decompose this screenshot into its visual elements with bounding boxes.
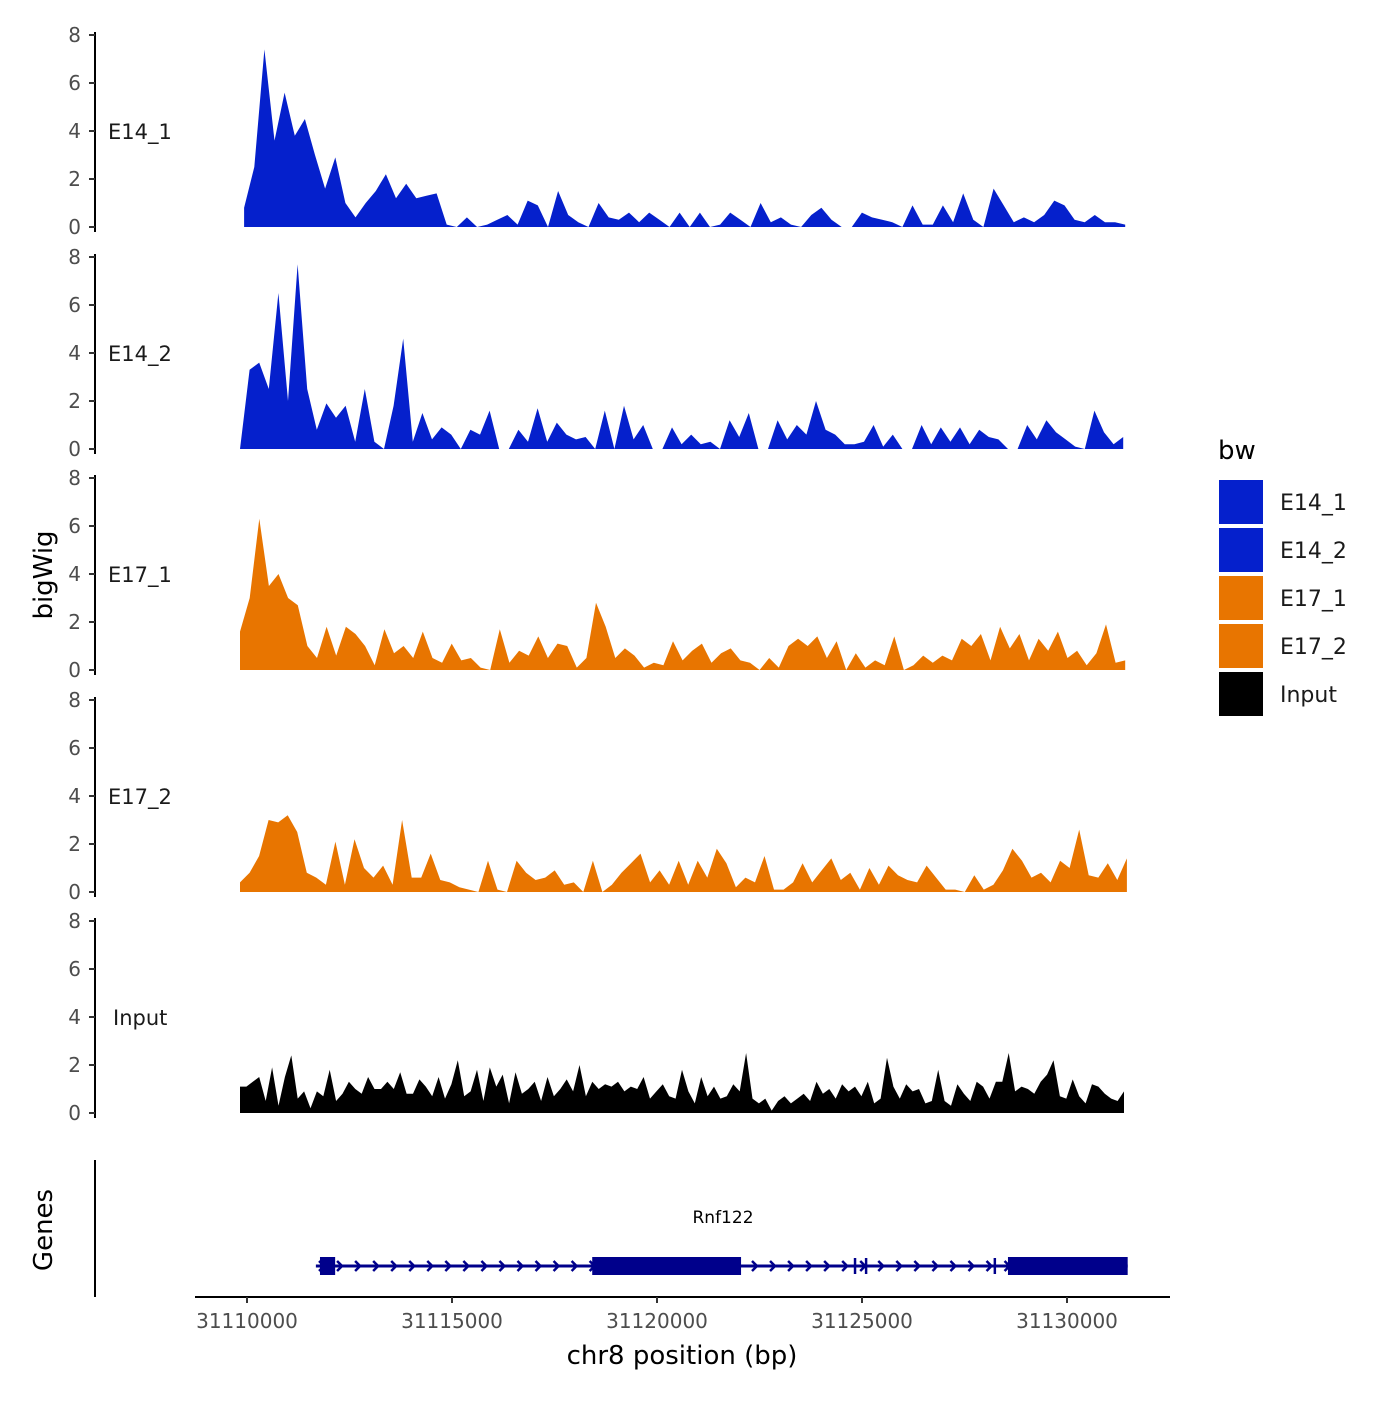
y-tick-label: 8 <box>68 688 81 712</box>
y-tick-label: 2 <box>68 832 81 856</box>
x-axis: 31110000 31115000 31120000 31125000 31130000 <box>195 1296 1170 1333</box>
y-tick-label: 0 <box>68 215 81 239</box>
legend-swatch-e14_2 <box>1219 528 1263 572</box>
strand-arrow-icon <box>913 1260 922 1272</box>
gene-exon <box>1007 1257 1128 1275</box>
y-tick-label: 4 <box>68 784 81 808</box>
strand-arrow-icon <box>751 1260 759 1272</box>
y-tick-label: 4 <box>68 562 81 586</box>
signal-area-input <box>240 1053 1124 1113</box>
strand-arrow-icon <box>354 1260 362 1272</box>
x-tick-label: 31120000 <box>606 1309 708 1333</box>
y-tick-label: 6 <box>68 736 81 760</box>
signal-area-e17_2 <box>240 815 1127 892</box>
y-tick-label: 6 <box>68 71 81 95</box>
gene-exon <box>864 1258 868 1274</box>
signal-area-e17_1 <box>240 518 1126 670</box>
strand-arrow-icon <box>877 1260 886 1272</box>
y-tick-label: 4 <box>68 341 81 365</box>
x-tick-label: 31125000 <box>811 1309 913 1333</box>
strand-arrow-icon <box>967 1260 976 1272</box>
x-tick-label: 31110000 <box>196 1309 298 1333</box>
signal-panels: 0 2 4 6 8 E14_1 0 2 4 6 8 E14_2 0 2 4 6 8 E17_1 0 2 4 6 8 E17_2… <box>68 23 1127 1125</box>
x-axis-title: chr8 position (bp) <box>567 1341 798 1371</box>
y-tick-label: 6 <box>68 514 81 538</box>
legend-label: E14_1 <box>1280 491 1347 516</box>
strand-arrow-icon <box>462 1260 471 1272</box>
strand-arrow-icon <box>769 1260 777 1272</box>
strand-arrow-icon <box>372 1260 380 1272</box>
y-tick-label: 8 <box>68 466 81 490</box>
y-tick-label: 2 <box>68 389 81 413</box>
legend-label: Input <box>1280 683 1337 708</box>
legend-swatch-e17_2 <box>1219 624 1263 668</box>
panel-e14_2: 0 2 4 6 8 E14_2 <box>68 245 1124 461</box>
strand-arrow-icon <box>841 1260 849 1272</box>
strand-arrow-icon <box>823 1260 831 1272</box>
strand-arrow-icon <box>931 1260 940 1272</box>
y-tick-label: 6 <box>68 293 81 317</box>
strand-arrow-icon <box>498 1260 507 1272</box>
y-axis-title: bigWig <box>29 530 59 619</box>
x-tick-label: 31130000 <box>1016 1309 1118 1333</box>
panel-label: E17_1 <box>108 563 172 588</box>
y-tick-label: 4 <box>68 1005 81 1029</box>
gene-exon <box>319 1257 336 1275</box>
signal-area-e14_2 <box>240 264 1124 449</box>
strand-arrow-icon <box>408 1260 416 1272</box>
gene-track: Rnf122 <box>94 1160 1128 1297</box>
y-tick-label: 0 <box>68 880 81 904</box>
y-tick-label: 6 <box>68 957 81 981</box>
legend-title: bw <box>1218 436 1256 466</box>
y-tick-label: 8 <box>68 23 81 47</box>
strand-arrow-icon <box>480 1260 489 1272</box>
legend-swatch-input <box>1219 672 1263 716</box>
strand-arrow-icon <box>444 1260 453 1272</box>
panel-label: E14_1 <box>108 120 172 145</box>
x-tick-label: 31115000 <box>401 1309 503 1333</box>
strand-arrow-icon <box>552 1260 561 1272</box>
panel-label: E14_2 <box>108 342 172 367</box>
gene-exon <box>853 1258 857 1274</box>
panel-e17_1: 0 2 4 6 8 E17_1 <box>68 466 1126 682</box>
legend-label: E14_2 <box>1280 539 1347 564</box>
y-tick-label: 0 <box>68 658 81 682</box>
gene-exon <box>993 1258 997 1274</box>
strand-arrow-icon <box>570 1260 579 1272</box>
y-tick-label: 0 <box>68 437 81 461</box>
strand-arrow-icon <box>390 1260 398 1272</box>
strand-arrow-icon <box>336 1260 344 1272</box>
panel-label: E17_2 <box>108 785 172 810</box>
legend-swatch-e17_1 <box>1219 576 1263 620</box>
y-tick-label: 8 <box>68 909 81 933</box>
strand-arrow-icon <box>426 1260 435 1272</box>
panel-input: 0 2 4 6 8 Input <box>68 909 1124 1125</box>
strand-arrow-icon <box>516 1260 525 1272</box>
y-tick-label: 2 <box>68 167 81 191</box>
strand-arrow-icon <box>985 1260 994 1272</box>
strand-arrow-icon <box>895 1260 904 1272</box>
y-tick-label: 8 <box>68 245 81 269</box>
legend: bw E14_1 E14_2 E17_1 E17_2 Input <box>1218 436 1347 716</box>
y-tick-label: 2 <box>68 610 81 634</box>
y-tick-label: 0 <box>68 1101 81 1125</box>
legend-swatch-e14_1 <box>1219 480 1263 524</box>
strand-arrow-icon <box>534 1260 543 1272</box>
gene-exon <box>592 1257 742 1275</box>
strand-arrow-icon <box>805 1260 813 1272</box>
legend-label: E17_1 <box>1280 587 1347 612</box>
panel-e17_2: 0 2 4 6 8 E17_2 <box>68 688 1127 904</box>
signal-area-e14_1 <box>244 49 1126 228</box>
legend-label: E17_2 <box>1280 635 1347 660</box>
panel-e14_1: 0 2 4 6 8 E14_1 <box>68 23 1126 239</box>
panel-label: Input <box>113 1006 167 1030</box>
gene-label: Rnf122 <box>692 1208 753 1228</box>
gene-track-title: Genes <box>29 1189 59 1271</box>
strand-arrow-icon <box>949 1260 958 1272</box>
y-tick-label: 4 <box>68 119 81 143</box>
y-tick-label: 2 <box>68 1053 81 1077</box>
strand-arrow-icon <box>787 1260 795 1272</box>
